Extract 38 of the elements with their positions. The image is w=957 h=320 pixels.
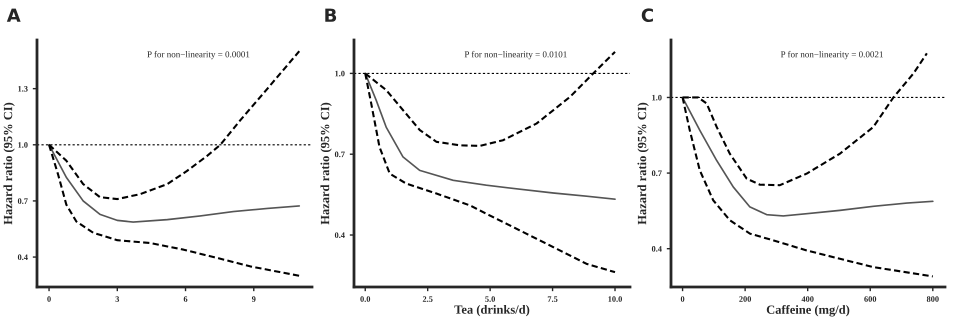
x-tick-label: 0: [47, 296, 51, 302]
x-tick-label: 800: [926, 296, 939, 302]
annotation: P for non−linearity = 0.0101: [464, 50, 567, 60]
x-tick-label: 400: [802, 296, 814, 302]
annotation: P for non−linearity = 0.0001: [147, 50, 250, 60]
y-tick-label: 1.0: [18, 142, 28, 148]
y-tick-label: 1.0: [652, 94, 662, 100]
line-series: [48, 144, 300, 223]
x-tick-label: 10.0: [608, 296, 622, 302]
chart-title: C: [642, 8, 653, 22]
y-tick-label: 0.7: [18, 198, 28, 204]
x-tick-label: 7.5: [548, 296, 558, 302]
y-axis-title: Hazard ratio (95% CI): [320, 102, 332, 225]
x-tick-label: 6: [184, 296, 188, 302]
x-axis-title: Tea (drinks/d): [454, 304, 530, 316]
annotation: P for non−linearity = 0.0021: [780, 50, 883, 60]
chart-title: A: [6, 8, 21, 22]
y-tick-label: 1.3: [18, 86, 28, 92]
y-tick-label: 0.4: [334, 232, 345, 238]
x-tick-label: 5.0: [485, 296, 496, 302]
y-tick-label: 0.7: [652, 170, 662, 176]
x-tick-label: 600: [864, 296, 876, 302]
chart-title: B: [325, 8, 336, 22]
y-tick-label: 0.4: [18, 254, 28, 260]
x-axis-title: Caffeine (mg/d): [766, 304, 850, 317]
x-tick-label: 0: [680, 296, 684, 302]
y-tick-label: 1.0: [335, 70, 345, 76]
y-axis-title: Hazard ratio (95% CI): [637, 102, 649, 225]
line-series: [682, 96, 934, 217]
x-tick-label: 2.5: [422, 296, 433, 302]
y-axis-title: Hazard ratio (95% CI): [3, 102, 15, 225]
x-tick-label: 0.0: [360, 296, 370, 302]
y-tick-label: 0.7: [334, 152, 345, 158]
x-tick-label: 200: [739, 296, 752, 302]
y-tick-label: 0.4: [652, 246, 662, 252]
line-series: [364, 72, 616, 200]
x-tick-label: 3: [116, 296, 120, 302]
x-tick-label: 9: [252, 296, 256, 302]
